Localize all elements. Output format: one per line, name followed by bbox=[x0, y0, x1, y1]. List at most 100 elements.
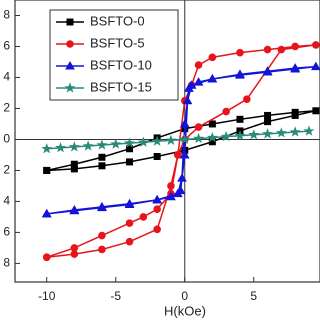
marker-triangle bbox=[69, 205, 80, 215]
marker-circle bbox=[236, 48, 244, 57]
marker-triangle bbox=[193, 77, 204, 86]
marker-triangle bbox=[177, 173, 187, 182]
marker-circle bbox=[174, 151, 182, 159]
x-tick-label: 0 bbox=[181, 289, 188, 303]
marker-circle bbox=[42, 253, 51, 262]
marker-circle bbox=[277, 45, 286, 54]
marker-triangle bbox=[207, 74, 218, 83]
marker-circle bbox=[167, 182, 175, 190]
y-tick-label: 8 bbox=[3, 256, 10, 270]
legend-label: BSFTO-5 bbox=[90, 35, 145, 50]
marker-triangle bbox=[310, 61, 320, 71]
y-tick-label: 2 bbox=[3, 101, 10, 115]
marker-triangle bbox=[172, 188, 183, 198]
marker-star bbox=[275, 127, 287, 138]
marker-square bbox=[126, 158, 134, 166]
marker-circle bbox=[208, 53, 217, 62]
marker-triangle bbox=[290, 63, 301, 73]
marker-circle bbox=[153, 205, 161, 213]
marker-star bbox=[248, 129, 260, 140]
marker-square bbox=[43, 166, 51, 174]
marker-square bbox=[66, 18, 74, 26]
marker-star bbox=[303, 125, 315, 136]
marker-star bbox=[193, 132, 204, 144]
marker-triangle bbox=[182, 95, 193, 105]
y-tick-label: 4 bbox=[3, 194, 10, 208]
marker-circle bbox=[70, 250, 79, 258]
marker-square bbox=[153, 152, 161, 160]
marker-triangle bbox=[124, 199, 135, 209]
marker-star bbox=[179, 133, 191, 145]
marker-circle bbox=[194, 123, 203, 131]
marker-circle bbox=[125, 237, 134, 246]
y-tick-label: 2 bbox=[3, 163, 10, 177]
y-tick-label: 4 bbox=[3, 70, 10, 84]
legend-label: BSFTO-10 bbox=[90, 57, 152, 72]
series bbox=[41, 61, 320, 218]
marker-triangle bbox=[179, 149, 190, 159]
marker-star bbox=[124, 137, 135, 148]
marker-square bbox=[126, 145, 134, 153]
marker-square bbox=[70, 160, 78, 168]
legend-label: BSFTO-15 bbox=[90, 79, 152, 94]
marker-square bbox=[98, 162, 106, 170]
marker-star bbox=[151, 135, 163, 146]
marker-triangle bbox=[235, 70, 245, 79]
x-axis-label: H(kOe) bbox=[164, 303, 206, 318]
marker-triangle bbox=[97, 202, 107, 212]
marker-circle bbox=[98, 231, 106, 240]
marker-square bbox=[98, 153, 106, 161]
series bbox=[41, 125, 315, 154]
marker-star bbox=[68, 141, 80, 152]
marker-star bbox=[165, 134, 177, 145]
y-tick-label: 6 bbox=[3, 39, 10, 53]
marker-star bbox=[41, 143, 53, 154]
y-tick-label: 8 bbox=[3, 8, 10, 22]
marker-star bbox=[234, 130, 246, 141]
marker-star bbox=[206, 131, 218, 143]
marker-star bbox=[110, 138, 122, 149]
marker-square bbox=[236, 115, 244, 123]
legend: BSFTO-0 BSFTO-5 BSFTO-10 BSFTO-15 bbox=[49, 9, 179, 101]
marker-triangle bbox=[184, 83, 194, 92]
y-tick-label: 0 bbox=[3, 132, 10, 146]
marker-triangle bbox=[65, 60, 75, 70]
marker-star bbox=[220, 130, 232, 142]
marker-square bbox=[208, 120, 216, 128]
marker-star bbox=[137, 136, 149, 147]
marker-circle bbox=[70, 244, 79, 252]
x-tick-label: -10 bbox=[38, 289, 56, 303]
marker-circle bbox=[98, 245, 106, 254]
marker-star bbox=[289, 126, 301, 137]
marker-triangle bbox=[41, 208, 52, 218]
plot-frame bbox=[14, 0, 320, 283]
marker-triangle bbox=[152, 194, 163, 204]
series bbox=[43, 107, 320, 174]
marker-star bbox=[55, 142, 66, 153]
x-tick-label: -5 bbox=[110, 289, 121, 303]
marker-square bbox=[264, 118, 272, 126]
marker-circle bbox=[153, 225, 161, 234]
marker-circle bbox=[66, 40, 74, 48]
marker-circle bbox=[139, 213, 148, 221]
marker-star bbox=[82, 140, 94, 151]
marker-circle bbox=[263, 45, 272, 54]
marker-square bbox=[312, 107, 320, 115]
marker-triangle bbox=[262, 67, 273, 76]
marker-square bbox=[291, 108, 299, 116]
marker-circle bbox=[291, 42, 299, 51]
marker-circle bbox=[222, 107, 230, 116]
legend-label: BSFTO-0 bbox=[90, 13, 145, 28]
marker-circle bbox=[243, 95, 251, 103]
marker-star bbox=[262, 128, 273, 139]
marker-circle bbox=[125, 219, 134, 227]
marker-circle bbox=[194, 61, 203, 69]
marker-star bbox=[64, 82, 76, 93]
marker-triangle bbox=[166, 191, 176, 201]
y-tick-label: 6 bbox=[3, 225, 10, 239]
marker-star bbox=[96, 139, 108, 150]
x-tick-label: 5 bbox=[250, 289, 257, 303]
marker-square bbox=[264, 111, 272, 119]
marker-triangle bbox=[179, 118, 190, 128]
